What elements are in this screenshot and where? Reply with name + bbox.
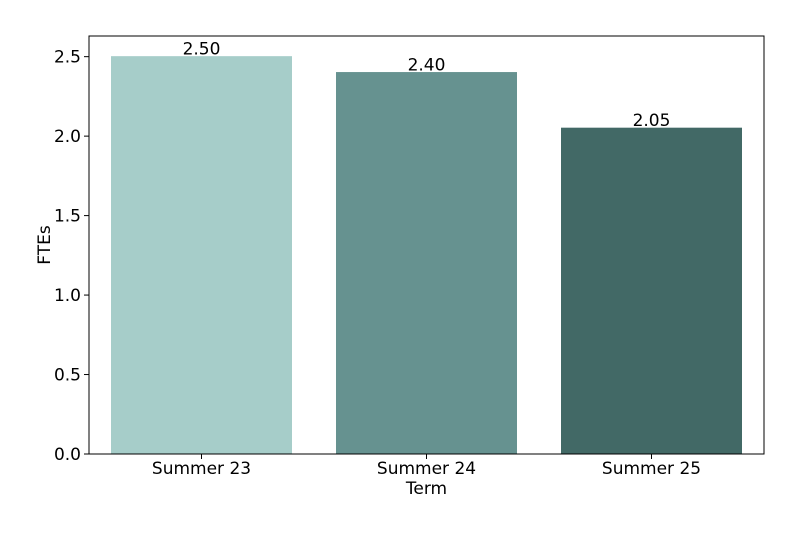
y-tick-label: 0.5 — [54, 366, 81, 386]
data-label: 2.05 — [633, 111, 671, 131]
y-axis-label: FTEs — [35, 225, 55, 265]
x-tick-label: Summer 25 — [602, 459, 701, 479]
data-labels-group: 2.50 2.40 2.05 — [183, 40, 671, 132]
y-axis: 0.0 0.5 1.0 1.5 2.0 2.5 — [54, 48, 89, 465]
y-tick-label: 0.0 — [54, 445, 81, 465]
data-label: 2.50 — [183, 40, 221, 60]
x-tick-label: Summer 23 — [152, 459, 251, 479]
bar-summer-25 — [561, 127, 742, 455]
bar-summer-24 — [336, 72, 517, 455]
x-tick-label: Summer 24 — [377, 459, 476, 479]
y-tick-label: 1.5 — [54, 207, 81, 227]
x-axis-label: Term — [405, 479, 447, 499]
x-axis: Summer 23 Summer 24 Summer 25 — [152, 454, 701, 479]
y-tick-label: 2.5 — [54, 48, 81, 68]
y-tick-label: 2.0 — [54, 127, 81, 147]
y-tick-label: 1.0 — [54, 286, 81, 306]
data-label: 2.40 — [408, 56, 446, 76]
bar-summer-23 — [111, 56, 292, 455]
bars-group — [111, 56, 742, 455]
